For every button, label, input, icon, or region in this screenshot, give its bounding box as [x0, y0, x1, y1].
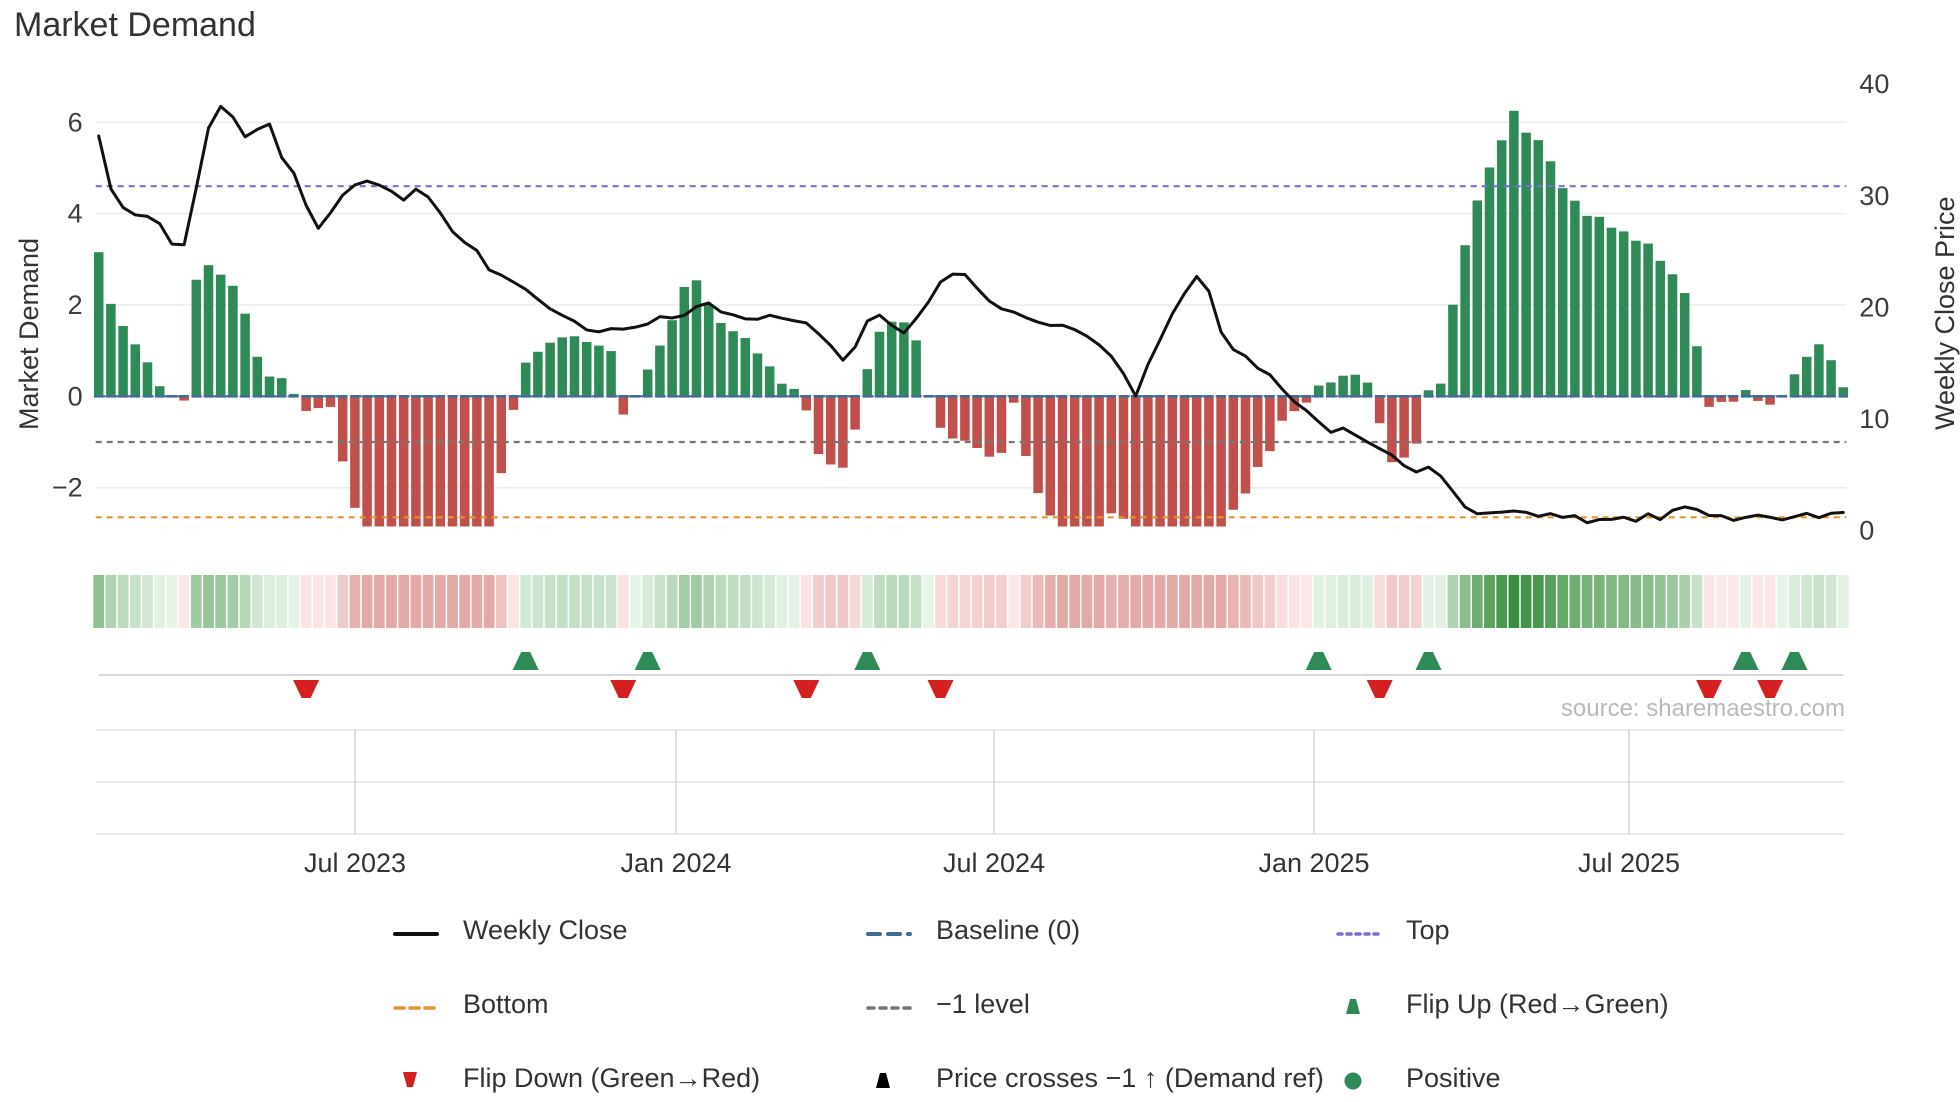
svg-text:Jan 2024: Jan 2024: [620, 848, 731, 878]
svg-text:Jan 2025: Jan 2025: [1258, 848, 1369, 878]
svg-text:0: 0: [1859, 516, 1874, 546]
svg-text:20: 20: [1859, 292, 1889, 322]
svg-text:6: 6: [68, 107, 83, 137]
svg-text:Jul 2024: Jul 2024: [943, 848, 1045, 878]
svg-text:source: sharemaestro.com: source: sharemaestro.com: [1561, 695, 1845, 722]
svg-text:30: 30: [1859, 181, 1889, 211]
svg-text:4: 4: [68, 199, 83, 229]
svg-text:Jul 2025: Jul 2025: [1578, 848, 1680, 878]
svg-text:10: 10: [1859, 404, 1889, 434]
svg-text:0: 0: [68, 381, 83, 411]
svg-text:Jul 2023: Jul 2023: [304, 848, 406, 878]
svg-text:−2: −2: [52, 473, 83, 503]
svg-text:40: 40: [1859, 69, 1889, 99]
svg-text:2: 2: [68, 290, 83, 320]
